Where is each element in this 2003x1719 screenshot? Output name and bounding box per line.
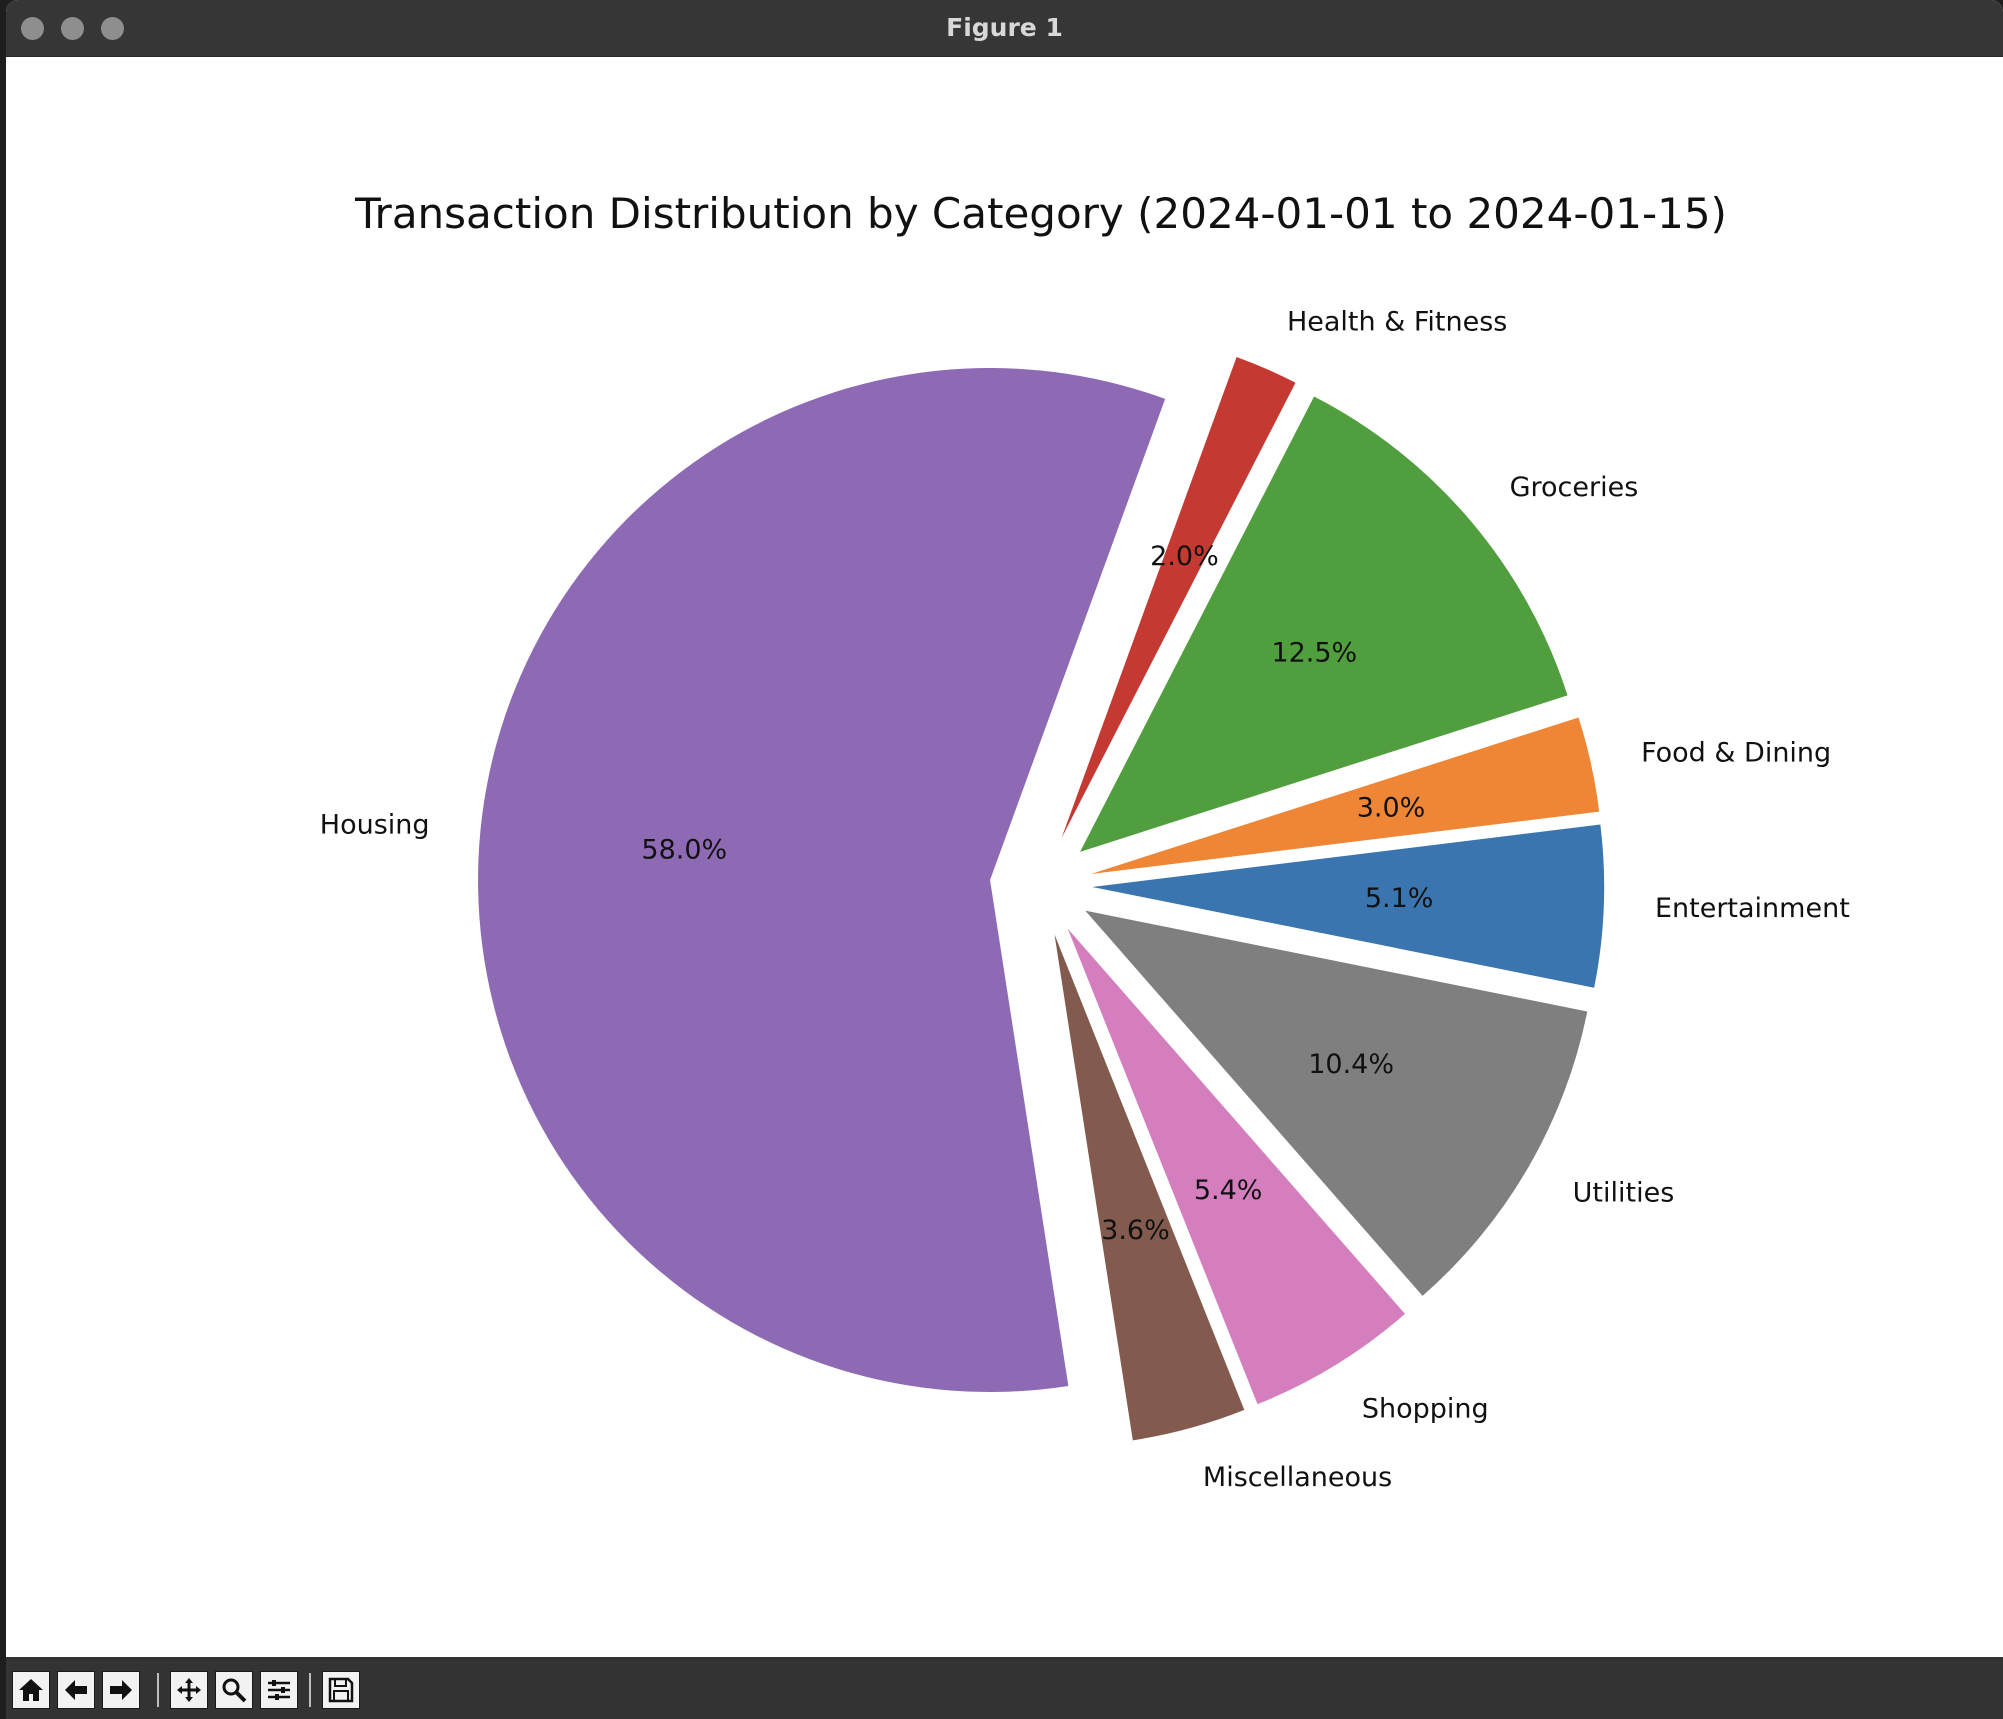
pan-button[interactable] <box>170 1671 208 1709</box>
pie-category-label: Shopping <box>1362 1393 1489 1424</box>
pie-slice-entertainment <box>1092 824 1605 988</box>
navigation-toolbar <box>6 1657 2003 1719</box>
close-window-button[interactable] <box>21 17 44 40</box>
forward-button[interactable] <box>102 1671 140 1709</box>
zoom-button[interactable] <box>215 1671 253 1709</box>
home-icon <box>19 1679 43 1701</box>
pie-slice-housing <box>478 368 1166 1393</box>
pie-percent-label: 12.5% <box>1271 638 1357 669</box>
configure-subplots-icon <box>268 1680 290 1700</box>
pie-category-label: Health & Fitness <box>1287 306 1507 337</box>
pan-icon <box>177 1678 201 1702</box>
zoom-icon <box>222 1678 247 1703</box>
forward-arrow-icon <box>110 1680 132 1700</box>
pie-chart: Transaction Distribution by Category (20… <box>320 189 1850 1493</box>
figure-window: Figure 1 Transaction Distribution by Cat… <box>6 0 2003 1719</box>
pie-percent-label: 3.6% <box>1101 1215 1170 1246</box>
pie-slice-groceries <box>1080 396 1568 852</box>
zoom-window-button[interactable] <box>101 17 124 40</box>
configure-subplots-button[interactable] <box>260 1671 298 1709</box>
toolbar-separator <box>157 1673 159 1707</box>
pie-percent-label: 5.1% <box>1365 883 1434 914</box>
pie-percent-label: 10.4% <box>1308 1049 1394 1080</box>
pie-slice-food-dining <box>1091 717 1600 875</box>
save-button[interactable] <box>322 1671 360 1709</box>
chart-title: Transaction Distribution by Category (20… <box>354 189 1727 238</box>
back-arrow-icon <box>65 1680 87 1700</box>
pie-category-label: Entertainment <box>1655 893 1850 924</box>
window-title: Figure 1 <box>946 13 1063 42</box>
toolbar-separator <box>309 1673 311 1707</box>
pie-slice-shopping <box>1067 928 1405 1405</box>
back-button[interactable] <box>57 1671 95 1709</box>
pie-category-label: Miscellaneous <box>1203 1462 1392 1493</box>
pie-percent-label: 2.0% <box>1150 541 1219 572</box>
pie-category-label: Groceries <box>1510 472 1639 503</box>
pie-slice-health-fitness <box>1061 356 1296 839</box>
pie-slice-utilities <box>1085 910 1588 1296</box>
minimize-window-button[interactable] <box>61 17 84 40</box>
title-bar: Figure 1 <box>6 0 2003 57</box>
pie-percent-label: 58.0% <box>641 835 727 866</box>
figure-canvas: Transaction Distribution by Category (20… <box>6 57 2003 1657</box>
save-icon <box>328 1677 354 1703</box>
pie-category-label: Housing <box>320 810 430 841</box>
home-button[interactable] <box>12 1671 50 1709</box>
pie-slice-miscellaneous <box>1054 934 1245 1441</box>
pie-percent-label: 3.0% <box>1357 793 1426 824</box>
pie-category-label: Food & Dining <box>1641 738 1831 769</box>
pie-percent-label: 5.4% <box>1194 1175 1263 1206</box>
pie-category-label: Utilities <box>1573 1177 1675 1208</box>
